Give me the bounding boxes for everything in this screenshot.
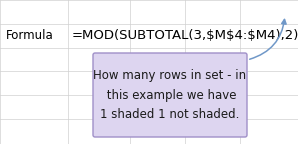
Text: Formula: Formula xyxy=(6,29,54,42)
Text: How many rows in set - in
 this example we have
1 shaded 1 not shaded.: How many rows in set - in this example w… xyxy=(94,70,246,121)
Text: =MOD(SUBTOTAL(3,$M$4:$M4),2): =MOD(SUBTOTAL(3,$M$4:$M4),2) xyxy=(72,29,298,42)
FancyBboxPatch shape xyxy=(93,53,247,137)
FancyArrowPatch shape xyxy=(250,19,286,59)
